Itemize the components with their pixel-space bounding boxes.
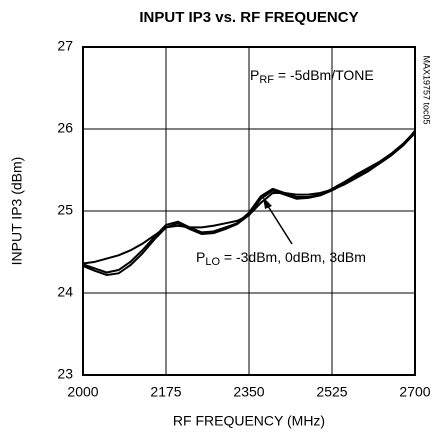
annotation: PRF = -5dBm/TONE <box>250 67 374 86</box>
annotation-base: P <box>250 67 259 83</box>
x-tick-label: 2700 <box>399 384 430 400</box>
plot-frame <box>82 46 416 376</box>
x-tick-label: 2175 <box>150 384 181 400</box>
data-line <box>82 130 416 265</box>
annotation-sub: LO <box>205 256 220 268</box>
data-line <box>82 130 416 274</box>
x-tick-label: 2525 <box>316 384 347 400</box>
x-tick-label: 2350 <box>233 384 264 400</box>
y-tick-label: 27 <box>57 38 73 54</box>
x-tick-label: 2000 <box>67 384 98 400</box>
y-tick-label: 24 <box>57 284 73 300</box>
side-note: MAX19757 toc05 <box>422 55 432 124</box>
y-axis-label: INPUT IP3 (dBm) <box>9 157 25 266</box>
annotation-sub: RF <box>259 74 274 86</box>
annotation-rest: = -3dBm, 0dBm, 3dBm <box>220 249 366 265</box>
y-tick-label: 26 <box>57 120 73 136</box>
y-tick-label: 23 <box>57 366 73 382</box>
arrow-line <box>265 202 293 245</box>
annotation-rest: = -5dBm/TONE <box>274 67 374 83</box>
y-tick-label: 25 <box>57 202 73 218</box>
chart-title: INPUT IP3 vs. RF FREQUENCY <box>139 9 358 26</box>
annotation-base: P <box>196 249 205 265</box>
x-axis-label: RF FREQUENCY (MHz) <box>173 413 325 429</box>
annotation: PLO = -3dBm, 0dBm, 3dBm <box>196 249 366 268</box>
